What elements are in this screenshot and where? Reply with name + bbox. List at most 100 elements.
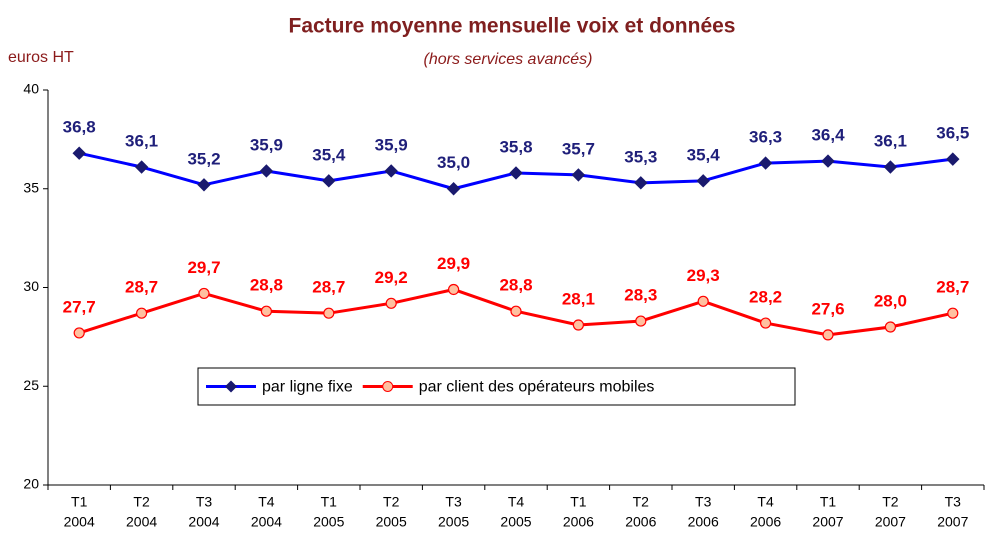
marker	[821, 154, 835, 168]
data-label: 36,1	[874, 132, 907, 151]
y-axis-label: euros HT	[8, 49, 74, 66]
x-tick-label: 2007	[937, 514, 968, 530]
y-tick-label: 40	[23, 81, 39, 97]
x-tick-label: 2006	[688, 514, 719, 530]
data-label: 35,4	[687, 145, 721, 164]
marker	[384, 164, 398, 178]
marker	[136, 307, 148, 319]
marker	[198, 287, 210, 300]
data-label: 28,2	[749, 288, 782, 307]
marker	[947, 307, 959, 319]
x-tick-label: 2004	[64, 514, 95, 530]
data-label: 28,7	[312, 278, 345, 297]
x-tick-label: T4	[258, 494, 275, 510]
marker	[446, 182, 461, 196]
data-label: 36,3	[749, 128, 782, 147]
marker	[883, 160, 898, 174]
legend-label: par ligne fixe	[262, 379, 353, 396]
data-label: 36,8	[63, 118, 96, 137]
marker	[72, 146, 86, 160]
data-label: 27,7	[63, 297, 96, 316]
data-label: 35,9	[250, 135, 283, 154]
data-label: 28,8	[499, 276, 532, 295]
legend-marker	[382, 381, 394, 392]
marker	[635, 315, 647, 327]
marker	[634, 176, 648, 190]
x-tick-label: 2006	[625, 514, 656, 530]
marker	[822, 329, 834, 341]
data-label: 28,3	[624, 286, 657, 305]
x-tick-label: 2005	[438, 514, 469, 530]
x-tick-label: 2004	[126, 514, 157, 530]
marker	[571, 168, 586, 182]
x-tick-label: 2005	[376, 514, 407, 530]
x-tick-label: 2007	[812, 514, 843, 530]
x-tick-label: T3	[945, 494, 962, 510]
legend-box	[197, 367, 796, 406]
x-tick-label: T2	[133, 494, 150, 510]
marker	[448, 283, 460, 296]
x-tick-label: T3	[196, 494, 213, 510]
x-tick-label: T1	[321, 494, 338, 510]
data-label: 35,4	[312, 145, 346, 164]
data-label: 35,2	[187, 149, 220, 168]
marker	[510, 305, 522, 317]
x-tick-label: T3	[695, 494, 712, 510]
marker	[509, 166, 523, 180]
marker	[322, 174, 336, 188]
x-tick-label: 2006	[563, 514, 594, 530]
y-tick-label: 35	[23, 179, 39, 195]
legend-label: par client des opérateurs mobiles	[419, 379, 655, 396]
data-label: 35,7	[562, 139, 595, 158]
x-tick-label: T2	[633, 494, 650, 510]
x-tick-label: T1	[570, 494, 587, 510]
marker	[758, 156, 773, 170]
y-tick-label: 30	[23, 278, 39, 294]
marker	[259, 164, 274, 178]
marker	[884, 321, 897, 333]
data-label: 35,3	[624, 147, 657, 166]
x-tick-label: 2007	[875, 514, 906, 530]
x-tick-label: T4	[508, 494, 525, 510]
marker	[197, 178, 211, 192]
x-tick-label: 2004	[251, 514, 282, 530]
data-label: 28,7	[936, 278, 969, 297]
marker	[946, 152, 960, 166]
data-label: 35,0	[437, 153, 470, 172]
data-label: 29,7	[187, 258, 220, 277]
data-label: 28,7	[125, 278, 158, 297]
marker	[759, 317, 772, 329]
x-tick-label: 2004	[188, 514, 219, 530]
x-tick-label: T2	[882, 494, 899, 510]
data-label: 27,6	[811, 299, 844, 318]
data-label: 28,0	[874, 291, 907, 310]
x-tick-label: T1	[71, 494, 88, 510]
data-label: 29,2	[375, 268, 408, 287]
x-tick-label: T2	[383, 494, 400, 510]
marker	[697, 295, 709, 307]
x-tick-label: 2006	[750, 514, 781, 530]
x-tick-label: 2005	[313, 514, 344, 530]
marker	[323, 307, 335, 319]
x-tick-label: 2005	[500, 514, 531, 530]
chart-subtitle: (hors services avancés)	[424, 51, 593, 68]
data-label: 36,4	[811, 126, 845, 145]
legend-marker	[225, 380, 237, 393]
y-tick-label: 25	[23, 377, 39, 393]
data-label: 29,9	[437, 254, 470, 273]
data-label: 36,1	[125, 132, 158, 151]
marker	[134, 160, 149, 174]
x-tick-label: T1	[820, 494, 837, 510]
marker	[73, 327, 85, 339]
marker	[385, 297, 397, 309]
data-label: 29,3	[687, 266, 720, 285]
x-tick-label: T3	[445, 494, 462, 510]
chart-title: Facture moyenne mensuelle voix et donnée…	[289, 15, 736, 38]
marker	[260, 305, 272, 317]
marker	[572, 319, 585, 331]
data-label: 36,5	[936, 124, 969, 143]
data-label: 28,8	[250, 276, 283, 295]
marker	[696, 174, 710, 188]
data-label: 35,8	[499, 137, 532, 156]
